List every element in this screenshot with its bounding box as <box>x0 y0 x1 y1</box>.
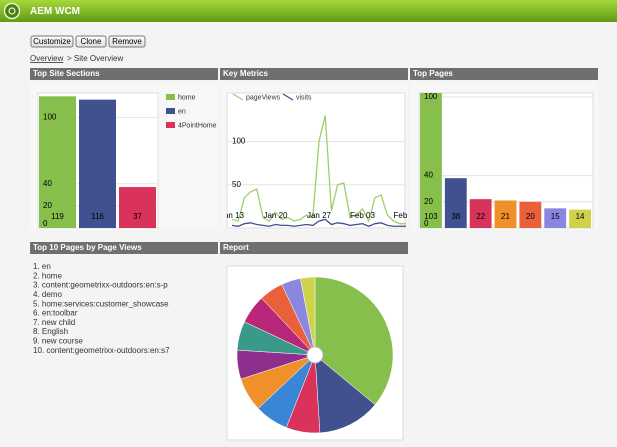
bar <box>494 200 517 228</box>
value-label: 22 <box>476 212 485 221</box>
button[interactable] <box>108 35 146 48</box>
value-label: 116 <box>91 212 104 221</box>
legend-swatch <box>166 94 175 100</box>
x-tick-label: Jan 13 <box>220 211 245 220</box>
logo[interactable] <box>3 2 21 20</box>
y-tick-label: 20 <box>43 201 52 210</box>
pie-slice <box>300 276 316 356</box>
legend-swatch <box>166 122 175 128</box>
panel-header <box>410 68 598 80</box>
value-label: 20 <box>526 212 535 221</box>
list-item: 7. new child <box>33 318 75 327</box>
toolbar: Customize Clone Remove <box>30 35 146 48</box>
button-label[interactable]: Clone <box>81 37 102 46</box>
y-tick-label: 40 <box>43 179 52 188</box>
panel-header <box>30 68 218 80</box>
list-item: 8. English <box>33 327 68 336</box>
list-item: 4. demo <box>33 290 62 299</box>
list-item: 10. content:geometrixx-outdoors:en:s7 <box>33 346 170 355</box>
y-tick-label: 100 <box>232 137 246 146</box>
value-label: 119 <box>51 212 64 221</box>
legend-swatch <box>232 93 244 101</box>
legend-label: en <box>178 108 186 115</box>
button[interactable] <box>75 35 107 48</box>
panel-header <box>30 242 218 254</box>
y-tick-label: 0 <box>424 219 429 228</box>
value-label: 14 <box>576 212 585 221</box>
panel-title: Report <box>223 243 249 252</box>
logo-inner <box>8 7 16 15</box>
top-bar <box>0 0 617 22</box>
legend-swatch <box>282 93 294 101</box>
line <box>231 115 406 225</box>
panel-title: Top 10 Pages by Page Views <box>33 243 142 252</box>
bar <box>444 178 467 228</box>
value-label: 103 <box>424 212 438 221</box>
value-label: 38 <box>451 212 460 221</box>
pie-slice <box>314 354 376 434</box>
list-item: 9. new course <box>33 337 83 346</box>
bar <box>119 187 156 228</box>
button-label[interactable]: Customize <box>33 37 71 46</box>
value-label: 15 <box>551 212 560 221</box>
list-item: 5. home:services:customer_showcase <box>33 299 169 308</box>
list-item: 6. en:toolbar <box>33 309 78 318</box>
pie-slice <box>314 276 394 406</box>
legend-label: visits <box>296 94 312 101</box>
panel-header <box>220 242 408 254</box>
plot-area <box>226 92 406 229</box>
panel-header <box>220 68 408 80</box>
y-tick-label: 50 <box>232 180 241 189</box>
pie-hole <box>306 346 324 364</box>
value-label: 37 <box>133 212 142 221</box>
panel-title: Top Pages <box>413 69 453 78</box>
bar <box>420 93 442 228</box>
value-label: 21 <box>501 212 510 221</box>
legend-label: pageViews <box>246 94 281 101</box>
bar <box>569 209 591 228</box>
breadcrumb-current: > Site Overview <box>67 54 123 63</box>
app-title: AEM WCM <box>30 6 80 17</box>
bar <box>79 99 116 228</box>
legend-label: home <box>178 94 196 101</box>
button[interactable] <box>30 35 74 48</box>
y-tick-label: 100 <box>424 92 438 101</box>
bar <box>519 201 542 228</box>
list-item: 3. content:geometrixx-outdoors:en:s-p <box>33 281 168 290</box>
breadcrumb-link[interactable]: Overview <box>30 54 64 63</box>
button-label[interactable]: Remove <box>112 37 142 46</box>
x-tick-label: Jan 27 <box>307 211 332 220</box>
panel-title: Key Metrics <box>223 69 268 78</box>
bar <box>39 96 76 228</box>
legend-swatch <box>166 108 175 114</box>
x-tick-label: Jan 20 <box>263 211 288 220</box>
x-tick-label: Feb 03 <box>350 211 375 220</box>
bar <box>469 199 492 228</box>
bar <box>544 208 567 228</box>
list-item: 1. en <box>33 262 51 271</box>
line <box>231 218 406 227</box>
panel-title: Top Site Sections <box>33 69 100 78</box>
y-tick-label: 0 <box>43 219 48 228</box>
plot: Jan 13 Jan 20 Jan 27 Feb 03 Feb 10 <box>220 115 419 227</box>
list-item: 2. home <box>33 271 62 280</box>
legend-label: 4PointHome <box>178 122 217 129</box>
y-tick-label: 100 <box>43 112 57 121</box>
y-tick-label: 40 <box>424 171 433 180</box>
x-tick-label: Feb 10 <box>394 211 419 220</box>
y-tick-label: 20 <box>424 197 433 206</box>
